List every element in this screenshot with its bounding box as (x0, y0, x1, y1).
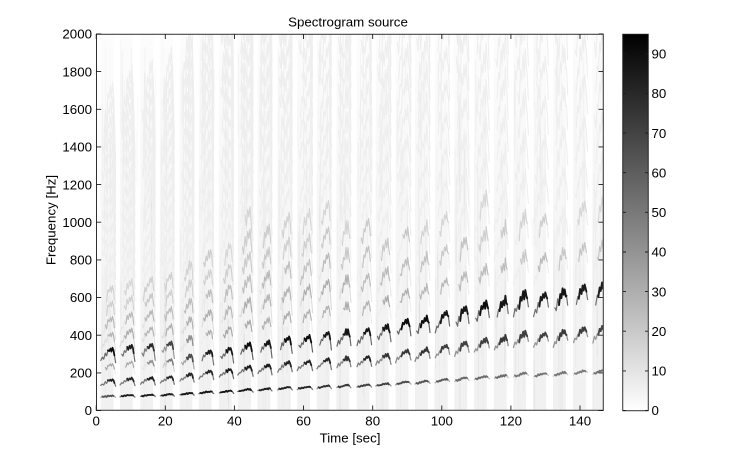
svg-text:1200: 1200 (62, 177, 92, 192)
svg-text:120: 120 (500, 414, 522, 429)
svg-text:60: 60 (652, 165, 667, 180)
svg-text:70: 70 (652, 126, 667, 141)
svg-text:140: 140 (569, 414, 591, 429)
svg-text:0: 0 (652, 403, 659, 418)
svg-text:Frequency [Hz]: Frequency [Hz] (44, 175, 59, 265)
svg-text:1800: 1800 (62, 64, 92, 79)
svg-text:400: 400 (70, 328, 92, 343)
svg-text:0: 0 (92, 414, 99, 429)
svg-text:10: 10 (652, 364, 667, 379)
svg-text:Time [sec]: Time [sec] (320, 431, 381, 446)
svg-text:Spectrogram source: Spectrogram source (288, 14, 408, 29)
svg-text:80: 80 (652, 86, 667, 101)
svg-text:0: 0 (85, 403, 92, 418)
svg-text:20: 20 (158, 414, 173, 429)
svg-text:50: 50 (652, 205, 667, 220)
svg-text:100: 100 (431, 414, 453, 429)
svg-text:2000: 2000 (62, 27, 92, 42)
svg-text:20: 20 (652, 324, 667, 339)
svg-text:1400: 1400 (62, 140, 92, 155)
svg-text:1600: 1600 (62, 102, 92, 117)
svg-text:30: 30 (652, 284, 667, 299)
svg-text:90: 90 (652, 47, 667, 62)
svg-text:1000: 1000 (62, 215, 92, 230)
svg-text:40: 40 (227, 414, 242, 429)
svg-text:600: 600 (70, 290, 92, 305)
svg-text:40: 40 (652, 245, 667, 260)
svg-text:80: 80 (365, 414, 380, 429)
svg-text:60: 60 (296, 414, 311, 429)
svg-text:800: 800 (70, 253, 92, 268)
svg-text:200: 200 (70, 366, 92, 381)
